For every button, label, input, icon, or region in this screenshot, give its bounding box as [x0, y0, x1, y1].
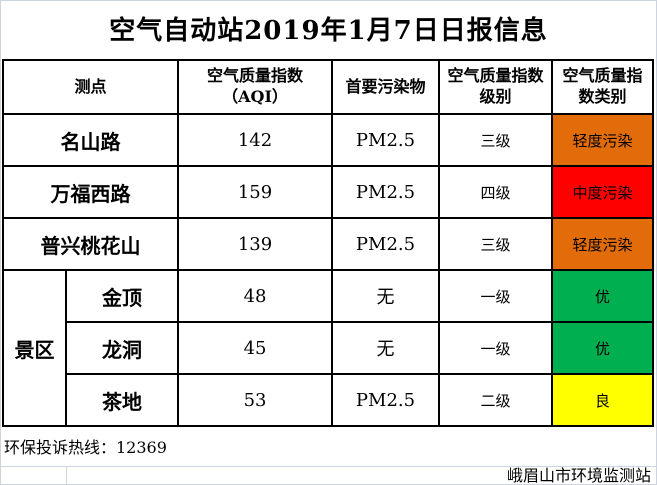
table-row: 茶地 53 PM2.5 二级 良 [3, 373, 655, 427]
table-row: 普兴桃花山 139 PM2.5 三级 轻度污染 [1, 217, 655, 271]
group-cell: 景区 [2, 269, 67, 427]
level-cell: 三级 [438, 113, 554, 167]
category-cell: 轻度污染 [551, 113, 655, 167]
bottom-strip: 峨眉山市环境监测站 [1, 466, 656, 485]
pollutant-cell: 无 [331, 269, 441, 323]
site-cell: 名山路 [1, 113, 180, 167]
level-cell: 二级 [438, 373, 554, 427]
category-cell: 优 [551, 321, 655, 375]
gridline-vertical [66, 467, 67, 484]
col-header-pollutant: 首要污染物 [331, 59, 441, 115]
aqi-cell: 45 [177, 321, 334, 375]
aqi-cell: 142 [177, 113, 334, 167]
station-name: 峨眉山市环境监测站 [506, 466, 651, 485]
table-row: 名山路 142 PM2.5 三级 轻度污染 [1, 113, 655, 167]
hotline-text: 环保投诉热线：12369 [4, 438, 167, 457]
report-title: 空气自动站2019年1月7日日报信息 [109, 16, 548, 46]
aqi-cell: 48 [177, 269, 334, 323]
level-cell: 一级 [438, 269, 554, 323]
aqi-cell: 53 [177, 373, 334, 427]
site-cell: 龙洞 [64, 321, 180, 375]
table-row: 龙洞 45 无 一级 优 [3, 321, 655, 375]
site-cell: 金顶 [64, 269, 180, 323]
category-cell: 优 [551, 269, 655, 323]
site-cell: 普兴桃花山 [1, 217, 180, 271]
level-cell: 四级 [438, 165, 554, 219]
table-row: 万福西路 159 PM2.5 四级 中度污染 [1, 165, 655, 219]
col-header-site: 测点 [1, 59, 180, 115]
site-cell: 万福西路 [1, 165, 180, 219]
pollutant-cell: PM2.5 [331, 165, 441, 219]
level-cell: 一级 [438, 321, 554, 375]
aqi-cell: 139 [177, 217, 334, 271]
aqi-cell: 159 [177, 165, 334, 219]
header-row: 测点 空气质量指数 （AQI） 首要污染物 空气质量指数 级别 空气质量指 数类… [1, 59, 655, 115]
pollutant-cell: PM2.5 [331, 373, 441, 427]
aqi-table: 测点 空气质量指数 （AQI） 首要污染物 空气质量指数 级别 空气质量指 数类… [1, 59, 655, 427]
category-cell: 中度污染 [551, 165, 655, 219]
level-cell: 三级 [438, 217, 554, 271]
col-header-level: 空气质量指数 级别 [438, 59, 554, 115]
category-cell: 良 [551, 373, 655, 427]
pollutant-cell: 无 [331, 321, 441, 375]
col-header-category: 空气质量指 数类别 [551, 59, 655, 115]
table-row: 景区 金顶 48 无 一级 优 [2, 269, 655, 427]
site-cell: 茶地 [64, 373, 180, 427]
col-header-aqi: 空气质量指数 （AQI） [177, 59, 334, 115]
pollutant-cell: PM2.5 [331, 113, 441, 167]
pollutant-cell: PM2.5 [331, 217, 441, 271]
category-cell: 轻度污染 [551, 217, 655, 271]
